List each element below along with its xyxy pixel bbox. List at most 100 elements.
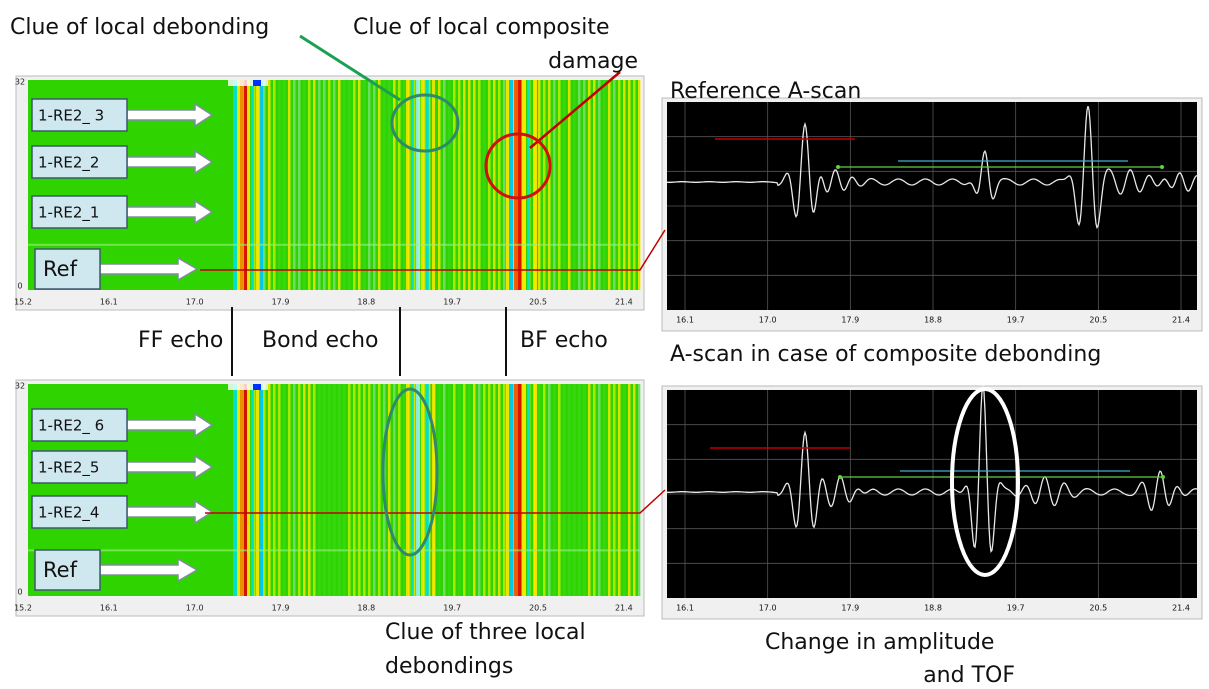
- bscan-stripe: [593, 384, 596, 596]
- bscan-stripe: [408, 384, 411, 596]
- bscan-stripe: [618, 384, 621, 596]
- bscan-stripe: [247, 80, 250, 290]
- bscan-stripe: [256, 384, 259, 596]
- bscan-stripe: [527, 384, 530, 596]
- label-box: [31, 450, 128, 484]
- bscan-stripe: [633, 80, 636, 290]
- bscan-stripe: [453, 80, 456, 290]
- bscan-stripe: [318, 80, 321, 290]
- waveform: [667, 105, 1198, 230]
- bscan-stripe: [363, 80, 366, 290]
- panel-title: A-scan in case of composite debonding: [670, 342, 1101, 367]
- bscan-stripe: [553, 80, 556, 290]
- bscan-stripe: [288, 80, 291, 290]
- bscan-stripe: [251, 384, 254, 596]
- x-tick-label: 19.7: [1007, 316, 1025, 325]
- bscan-stripe: [268, 80, 271, 290]
- bscan-stripe: [363, 384, 366, 596]
- y-tick-label: 32: [15, 78, 25, 87]
- bscan-stripe: [488, 80, 491, 290]
- label-box: [31, 145, 128, 179]
- bscan-stripe: [398, 80, 401, 290]
- bscan-stripe: [508, 384, 511, 596]
- bscan-stripe: [251, 80, 254, 290]
- bscan-stripe: [428, 384, 431, 596]
- bscan-stripe: [598, 384, 601, 596]
- bscan-stripe: [368, 384, 371, 596]
- bscan-stripe: [573, 80, 576, 290]
- bscan-stripe: [378, 80, 381, 290]
- x-tick-label: 17.9: [841, 316, 859, 325]
- bscan-stripe: [493, 80, 496, 290]
- bscan-stripe: [603, 384, 606, 596]
- bscan-stripe: [388, 384, 391, 596]
- bscan-stripe: [488, 384, 491, 596]
- bscan-stripe: [273, 384, 276, 596]
- label-text: 1-RE2_ 3: [38, 107, 104, 126]
- bscan-stripe: [583, 80, 586, 290]
- bscan-stripe: [237, 384, 240, 596]
- bscan-stripe: [563, 80, 566, 290]
- highlight: [950, 387, 1020, 577]
- bscan-top-band: [228, 80, 268, 86]
- bscan-stripe: [522, 80, 526, 290]
- bscan-stripe: [503, 80, 506, 290]
- bscan-stripe: [403, 384, 406, 596]
- annotation: debondings: [385, 654, 513, 679]
- bscan-stripe: [628, 384, 631, 596]
- bscan-stripe: [578, 384, 581, 596]
- bscan-stripe: [633, 384, 636, 596]
- x-tick-label: 17.0: [759, 604, 777, 613]
- bscan-stripe: [426, 80, 429, 290]
- x-tick-label: 20.5: [1089, 316, 1107, 325]
- bscan-stripe: [522, 384, 526, 596]
- arrow: [126, 412, 214, 438]
- bscan-stripe: [608, 80, 611, 290]
- bscan-stripe: [333, 384, 336, 596]
- bscan-stripe: [503, 384, 506, 596]
- bscan-top-dot: [253, 384, 261, 390]
- annotation: BF echo: [520, 328, 608, 353]
- bscan-stripe: [458, 80, 461, 290]
- bscan-stripe: [588, 384, 591, 596]
- x-tick-label: 19.7: [443, 604, 461, 613]
- x-tick-label: 17.0: [186, 604, 204, 613]
- bscan-stripe: [413, 80, 416, 290]
- bscan-stripe: [240, 384, 244, 596]
- bscan-stripe: [568, 384, 571, 596]
- annotation: FF echo: [138, 328, 223, 353]
- bscan-stripe: [313, 80, 316, 290]
- bscan-stripe: [368, 80, 371, 290]
- bscan-stripe: [588, 80, 591, 290]
- bscan-stripe: [421, 80, 424, 290]
- bscan-stripe: [411, 384, 414, 596]
- bscan-stripe: [432, 384, 435, 596]
- bscan-stripe: [288, 384, 291, 596]
- arrow: [99, 557, 199, 583]
- bscan-stripe: [573, 384, 576, 596]
- bscan-stripe: [534, 80, 537, 290]
- x-tick-label: 21.4: [615, 604, 633, 613]
- bscan-stripe: [563, 384, 566, 596]
- bscan-stripe: [473, 80, 476, 290]
- label-box: [34, 549, 101, 591]
- label-text: Ref: [43, 558, 78, 582]
- bscan-stripe: [463, 384, 466, 596]
- highlight: [381, 387, 439, 557]
- bscan-stripe: [303, 384, 306, 596]
- bscan-stripe: [618, 80, 621, 290]
- x-tick-label: 16.1: [676, 604, 694, 613]
- bscan-stripe: [443, 80, 446, 290]
- bscan-stripe: [473, 384, 476, 596]
- bscan-stripe: [518, 384, 521, 596]
- bscan-stripe: [258, 80, 261, 290]
- bscan-stripe: [411, 80, 414, 290]
- bscan-stripe: [273, 80, 276, 290]
- bscan-stripe: [328, 384, 331, 596]
- bscan-stripe: [388, 80, 391, 290]
- connector: [200, 229, 666, 271]
- bscan-stripe: [333, 80, 336, 290]
- bscan-stripe: [383, 80, 386, 290]
- bscan-stripe: [428, 80, 431, 290]
- bscan-stripe: [478, 80, 481, 290]
